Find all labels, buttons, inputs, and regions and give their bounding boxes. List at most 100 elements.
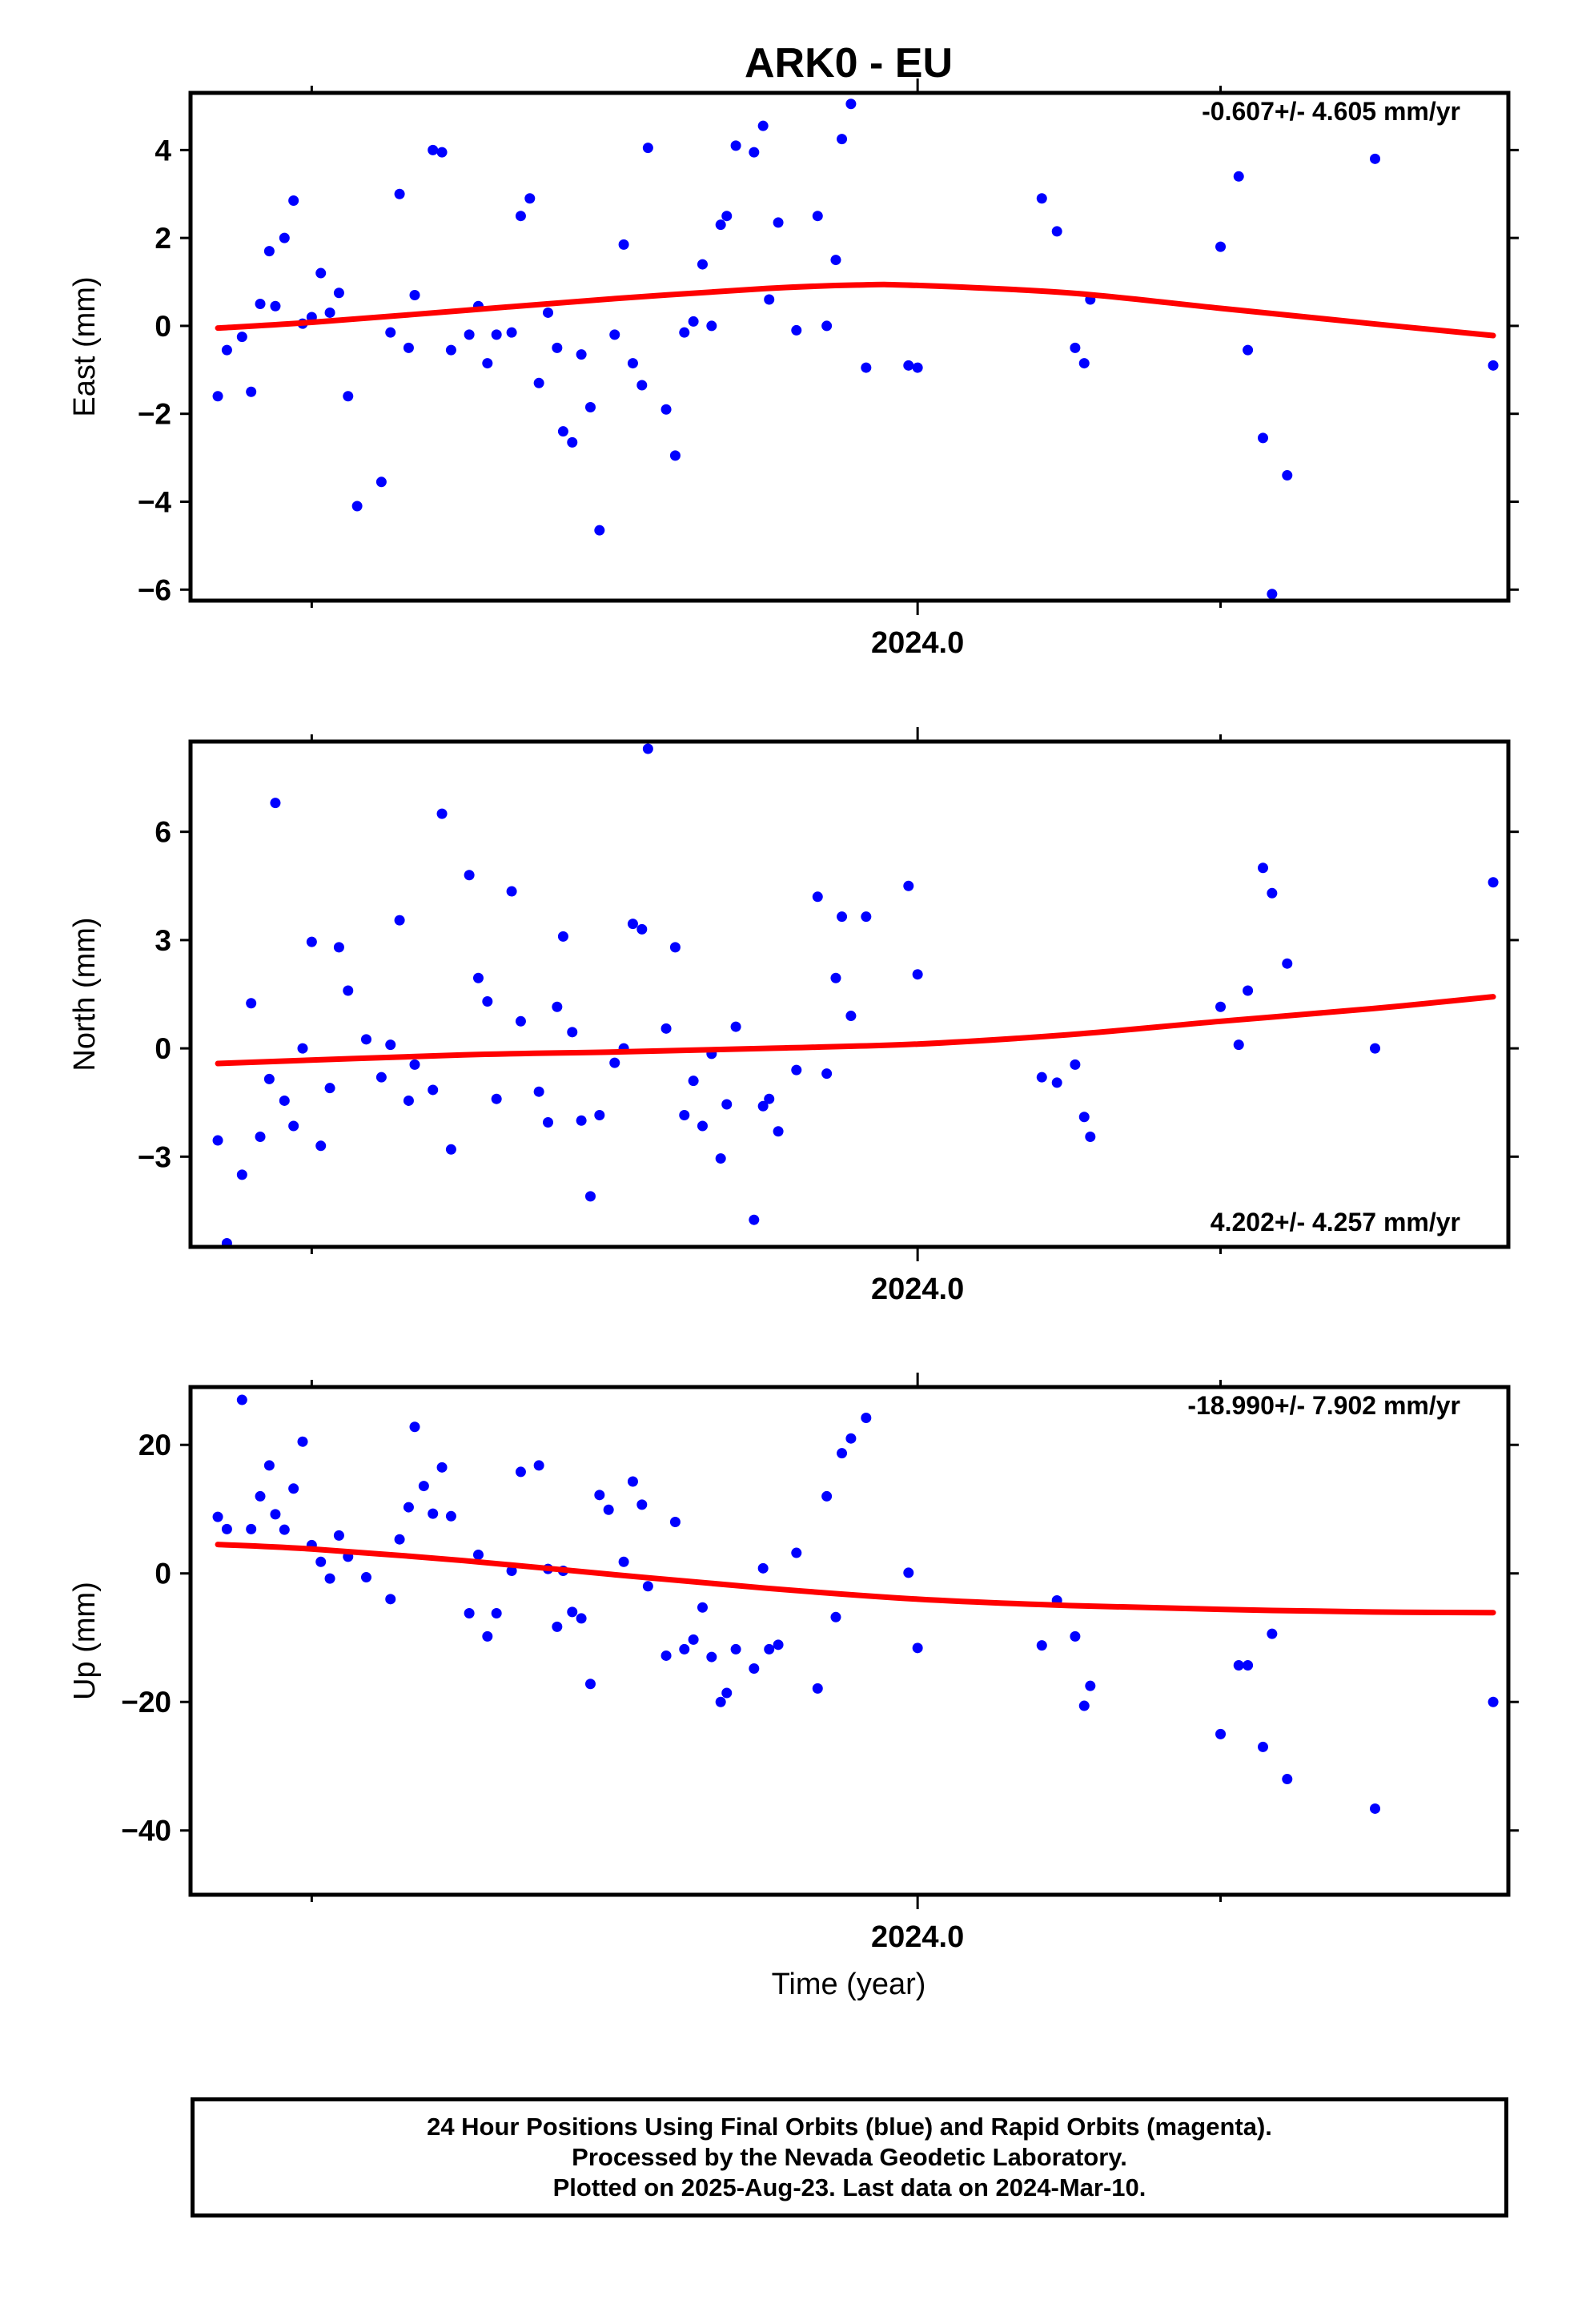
fit-curve [215, 994, 1496, 1067]
data-point [255, 298, 266, 309]
data-point [912, 1642, 923, 1654]
data-point [688, 1076, 699, 1087]
y-axis-label: Up (mm) [68, 1582, 102, 1700]
data-point [343, 985, 354, 996]
data-point [773, 217, 784, 228]
data-point [533, 1460, 544, 1471]
data-point [288, 1483, 299, 1494]
data-point [584, 401, 596, 412]
data-point [636, 923, 648, 935]
data-point [1233, 171, 1244, 182]
data-point [1051, 1077, 1062, 1088]
data-point [845, 1011, 857, 1022]
data-point [757, 120, 769, 131]
data-point [409, 290, 420, 301]
data-point [482, 996, 493, 1007]
data-point [567, 1606, 578, 1618]
data-point [821, 320, 833, 332]
data-point [661, 1650, 672, 1661]
data-point [263, 1073, 275, 1084]
data-point [324, 1083, 335, 1094]
data-point [1282, 470, 1293, 481]
data-point [552, 342, 563, 353]
data-point [642, 143, 653, 154]
data-point [845, 1433, 857, 1444]
data-point [679, 1643, 690, 1655]
data-point [360, 1034, 371, 1045]
panel-2: 6 3 0 −3 2024.0 North (mm) 4.202+/- 4.257 mm/y… [68, 727, 1519, 1306]
x-tick-label: 2024.0 [871, 626, 964, 660]
data-point [812, 891, 823, 903]
data-point [315, 1556, 327, 1567]
data-point [1070, 1059, 1081, 1070]
data-point [697, 259, 708, 270]
data-point [246, 386, 257, 397]
data-point [409, 1059, 420, 1070]
x-tick-label: 2024.0 [871, 1920, 964, 1954]
data-point [1488, 360, 1499, 371]
data-point [403, 1502, 414, 1513]
data-point [679, 327, 690, 338]
fit-curve [215, 281, 1496, 339]
data-point [1267, 1628, 1278, 1639]
data-point [436, 808, 448, 819]
data-point [812, 1683, 823, 1694]
data-point [212, 391, 223, 402]
data-point [830, 255, 841, 266]
data-point [445, 344, 456, 356]
data-point [306, 936, 317, 947]
data-point [533, 1086, 544, 1097]
y-axis-label: East (mm) [68, 276, 102, 416]
data-point [764, 1643, 775, 1655]
data-point [861, 1413, 872, 1424]
data-point [212, 1135, 223, 1146]
data-point [385, 1039, 396, 1051]
y-tick-label: 0 [155, 1558, 171, 1590]
data-point [830, 1611, 841, 1622]
data-point [830, 972, 841, 983]
data-point [791, 324, 802, 336]
data-point [221, 1523, 232, 1534]
y-tick-label: 4 [155, 134, 171, 167]
data-point [1370, 153, 1381, 164]
data-point [1488, 877, 1499, 888]
y-tick-label: −6 [138, 573, 171, 606]
data-point [609, 329, 620, 340]
plot-frame [188, 1385, 1511, 1897]
data-point [749, 147, 760, 158]
data-point [270, 1509, 281, 1520]
data-point [464, 1607, 475, 1618]
data-point [515, 1466, 526, 1478]
data-point [533, 377, 544, 388]
data-point [436, 1462, 448, 1473]
data-point [773, 1126, 784, 1137]
data-point [246, 998, 257, 1009]
data-point [721, 1687, 733, 1699]
data-point [351, 501, 363, 512]
data-point [360, 1572, 371, 1583]
data-point [1215, 241, 1227, 252]
data-point [642, 1581, 653, 1592]
panel-3: 20 0 −20 −40 2024.0 Up (mm) -18.990+/- 7.902 m… [68, 1373, 1519, 1954]
data-point [315, 267, 327, 279]
data-point [1267, 589, 1278, 600]
data-point [618, 239, 629, 250]
footer-line-3: Plotted on 2025-Aug-23. Last data on 202… [552, 2173, 1146, 2201]
data-point [464, 870, 475, 881]
y-tick-label: 20 [139, 1429, 171, 1462]
data-point [721, 211, 733, 222]
data-point [594, 1490, 605, 1501]
data-point [627, 1476, 638, 1487]
data-point [221, 344, 232, 356]
data-point [297, 1436, 308, 1447]
data-point [394, 915, 405, 926]
data-point [642, 743, 653, 754]
data-point [1233, 1659, 1244, 1671]
data-point [669, 942, 681, 953]
data-point [576, 1613, 587, 1624]
data-point [543, 307, 554, 318]
data-point [491, 1093, 502, 1104]
data-point [385, 327, 396, 338]
plot-frame [188, 90, 1511, 603]
data-point [1085, 1680, 1096, 1691]
